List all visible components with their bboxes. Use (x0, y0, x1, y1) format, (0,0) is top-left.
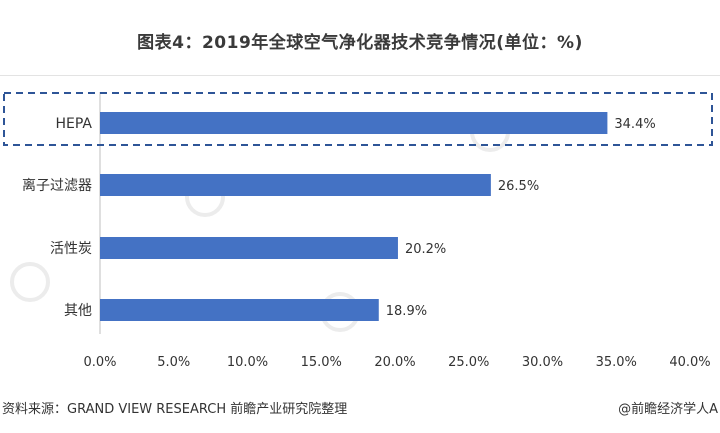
data-label: 20.2% (405, 242, 446, 257)
x-tick-label: 25.0% (448, 355, 489, 370)
category-label: 其他 (64, 303, 92, 319)
data-label: 26.5% (498, 179, 539, 194)
category-label: 离子过滤器 (22, 177, 92, 194)
bar (100, 299, 379, 321)
x-tick-label: 0.0% (83, 355, 116, 370)
x-tick-label: 20.0% (374, 355, 415, 370)
title-divider (0, 75, 720, 76)
hepa-highlight-box (3, 92, 713, 146)
watermark (10, 112, 510, 332)
x-tick-label: 5.0% (157, 355, 190, 370)
chart-title: 图表4：2019年全球空气净化器技术竞争情况(单位：%) (137, 33, 583, 53)
x-tick-label: 30.0% (522, 355, 563, 370)
brand-credit: @前瞻经济学人A (618, 402, 718, 417)
bar (100, 174, 491, 196)
data-label: 18.9% (386, 304, 427, 319)
source-note: 资料来源：GRAND VIEW RESEARCH 前瞻产业研究院整理 (2, 402, 348, 417)
bar (100, 237, 398, 259)
data-label: 34.4% (614, 117, 655, 132)
x-tick-label: 35.0% (596, 355, 637, 370)
watermark-logo (10, 262, 50, 302)
category-label: HEPA (56, 116, 93, 132)
x-tick-label: 10.0% (227, 355, 268, 370)
x-tick-label: 40.0% (669, 355, 710, 370)
category-label: 活性炭 (50, 241, 92, 257)
bar (100, 112, 608, 134)
x-tick-label: 15.0% (301, 355, 342, 370)
